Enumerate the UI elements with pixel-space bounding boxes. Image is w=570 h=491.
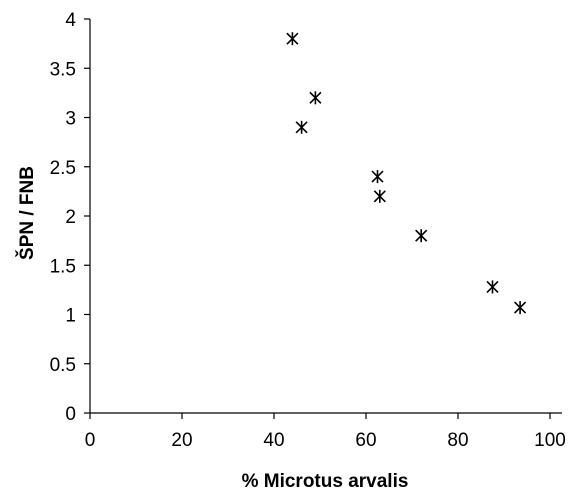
data-points <box>286 32 527 315</box>
data-point <box>371 170 384 184</box>
data-point <box>295 120 308 134</box>
data-point <box>309 91 322 105</box>
y-tick-label: 2.5 <box>50 158 76 179</box>
y-ticks: 0 0.5 1 1.5 2 2.5 3 3.5 4 <box>50 10 90 425</box>
data-point <box>373 189 386 203</box>
x-ticks: 0 20 40 60 80 100 <box>85 413 566 451</box>
y-tick-label: 1 <box>65 306 76 327</box>
x-axis-title: % Microtus arvalis <box>242 471 409 491</box>
y-tick-label: 1.5 <box>50 256 76 277</box>
y-tick-label: 2 <box>65 207 76 228</box>
y-tick-label: 0 <box>65 404 76 425</box>
data-point <box>486 280 499 294</box>
y-tick-label: 0.5 <box>50 355 76 376</box>
data-point <box>286 32 299 46</box>
data-point <box>514 301 527 315</box>
x-tick-label: 100 <box>534 430 566 451</box>
x-tick-label: 60 <box>355 430 376 451</box>
x-tick-label: 0 <box>85 430 96 451</box>
y-tick-label: 4 <box>65 10 76 31</box>
x-tick-label: 80 <box>447 430 468 451</box>
axes <box>89 19 562 414</box>
x-tick-label: 40 <box>263 430 284 451</box>
x-tick-label: 20 <box>171 430 192 451</box>
data-point <box>415 229 428 243</box>
y-tick-label: 3 <box>65 109 76 130</box>
y-tick-label: 3.5 <box>50 59 76 80</box>
y-axis-title: ŠPN / FNB <box>16 166 38 260</box>
